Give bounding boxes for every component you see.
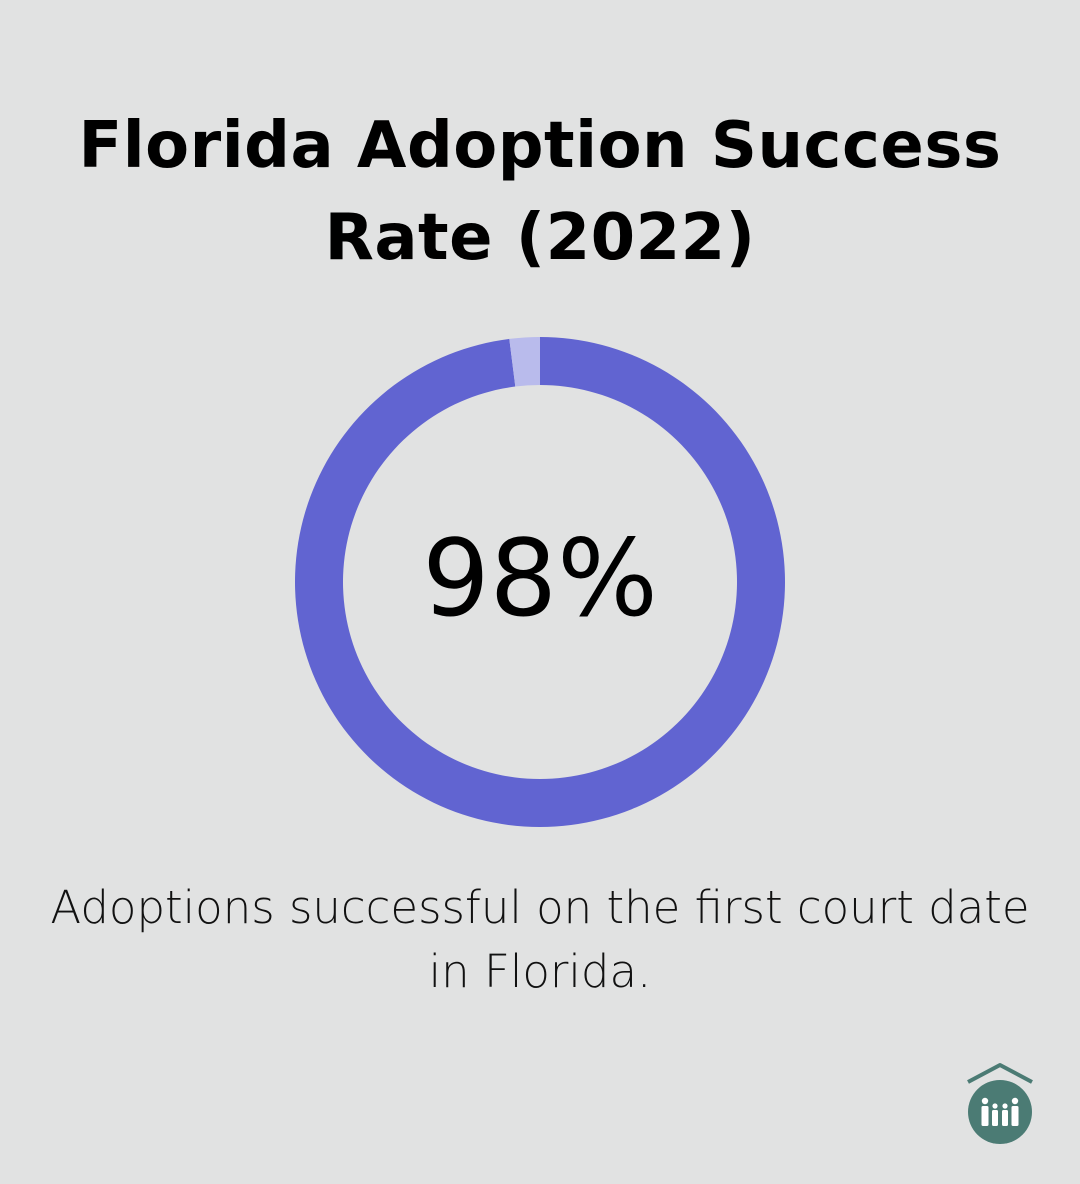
center-value-label: 98% (422, 517, 658, 640)
donut-segments (294, 337, 785, 827)
family-home-icon (967, 1063, 1033, 1144)
donut-segment-other (509, 337, 540, 387)
chart-title: Florida Adoption Success Rate (2022) (78, 109, 1002, 275)
donut-chart (294, 337, 785, 827)
chart-caption: Adoptions successful on the first court … (50, 881, 1030, 998)
